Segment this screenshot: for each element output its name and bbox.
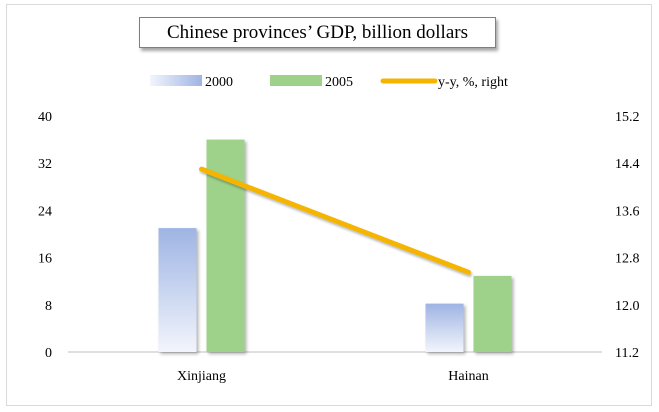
axes: 0 8 16 24 32 40 11.2 12.0 12.8 13.6 14.4 15.2 Xinjia… [38,110,640,384]
y-left-tick-label: 24 [38,204,52,219]
chart-title: Chinese provinces’ GDP, billion dollars [139,17,496,48]
y-left-tick-label: 40 [38,110,52,125]
y-right-tick-label: 15.2 [615,110,640,125]
legend-swatch-2005 [270,75,322,86]
legend-label: 2000 [205,75,233,90]
x-tick-label: Xinjiang [177,369,226,384]
y-right-tick-label: 12.0 [615,299,640,314]
y-left-tick-label: 16 [38,252,52,267]
bars [158,139,512,352]
chart-frame [6,4,652,406]
bar-2005-Hainan [473,275,512,352]
y-left-tick-label: 0 [45,346,52,361]
legend-swatch-2000 [150,75,202,86]
lines [199,166,471,275]
y-left-tick-label: 8 [45,299,52,314]
y-right-tick-label: 11.2 [615,346,639,361]
legend-label: 2005 [325,75,353,90]
y-right-tick-label: 14.4 [615,157,640,172]
legend-label: y-y, %, right [438,75,508,90]
x-tick-label: Hainan [448,369,488,384]
y-left-tick-label: 32 [38,157,52,172]
y-right-tick-label: 13.6 [615,204,640,219]
line-series [199,166,471,275]
y-right-tick-label: 12.8 [615,252,640,267]
bar-2000-Hainan [425,303,464,352]
bar-2000-Xinjiang [158,228,197,352]
legend: 2000 2005 y-y, %, right [150,75,508,90]
